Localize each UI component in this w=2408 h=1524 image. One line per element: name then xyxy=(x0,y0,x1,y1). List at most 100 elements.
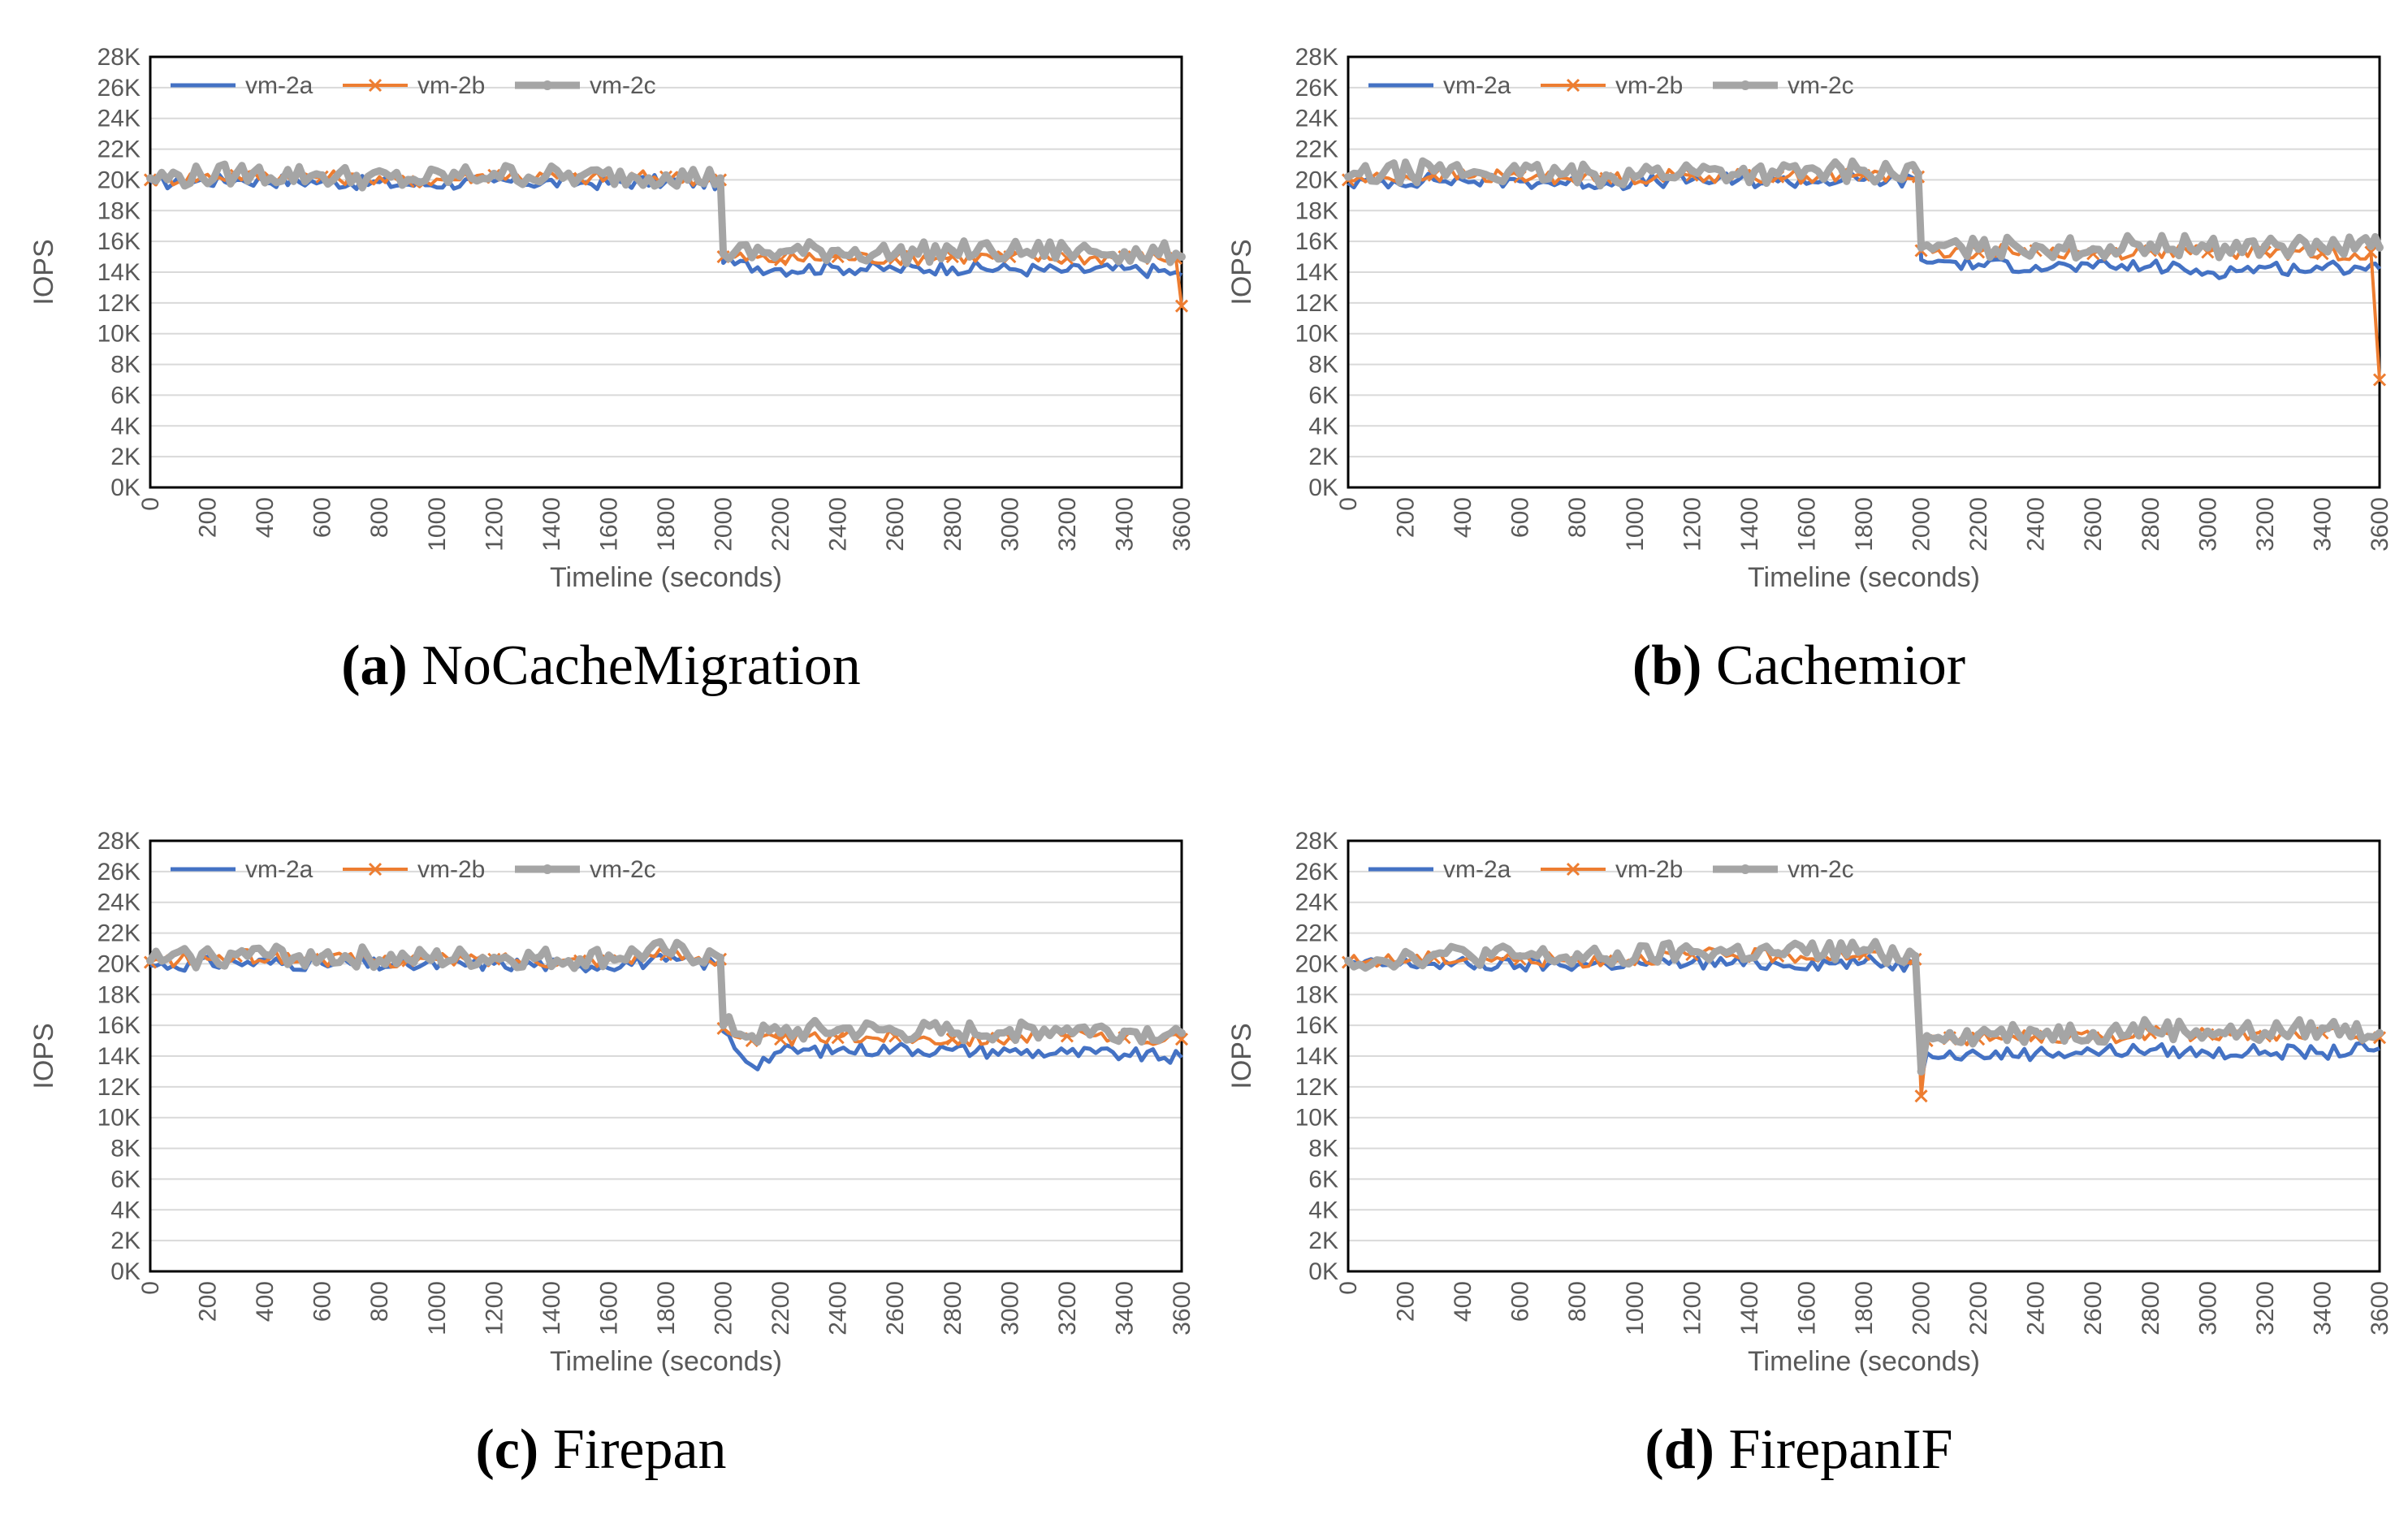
x-tick-label: 3000 xyxy=(996,1281,1023,1336)
x-tick-label: 3200 xyxy=(2252,1281,2279,1336)
data-point-vm-2c xyxy=(231,169,240,178)
y-tick-label: 8K xyxy=(1308,352,1338,379)
data-point-vm-2c xyxy=(833,246,842,255)
y-tick-label: 20K xyxy=(97,950,141,977)
x-tick-label: 200 xyxy=(1393,497,1420,538)
x-tick-label: 2000 xyxy=(1909,1281,1935,1336)
y-tick-label: 20K xyxy=(1295,167,1338,193)
legend-marker xyxy=(1740,80,1750,90)
data-point-vm-2c xyxy=(318,951,326,960)
x-tick-label: 3600 xyxy=(1169,497,1194,552)
x-tick-label: 1000 xyxy=(1622,1281,1649,1336)
data-point-vm-2c xyxy=(146,956,154,965)
chart-d-svg: 0K 2K 4K 6K 8K 10K 12K 14K 16K 18K 20K 22K 24K 26K 28K… xyxy=(1226,828,2392,1377)
data-point-vm-2c xyxy=(776,1028,785,1037)
y-tick-label: 12K xyxy=(97,290,141,317)
y-tick-label: 10K xyxy=(97,321,141,348)
data-point-vm-2c xyxy=(1917,1067,1926,1076)
chart-c-svg: 0K 2K 4K 6K 8K 10K 12K 14K 16K 18K 20K 22K 24K 26K 28K… xyxy=(28,828,1194,1377)
data-point-vm-2c xyxy=(891,249,900,258)
x-tick-label: 1200 xyxy=(1679,497,1705,552)
data-point-vm-2c xyxy=(1344,172,1352,181)
x-tick-label: 1600 xyxy=(595,497,622,552)
x-tick-label: 1600 xyxy=(1793,497,1820,552)
y-tick-label: 8K xyxy=(110,1136,141,1162)
x-tick-label: 1400 xyxy=(538,1281,565,1336)
y-tick-label: 18K xyxy=(97,197,141,224)
y-tick-label: 8K xyxy=(110,352,141,379)
data-point-vm-2c xyxy=(662,171,670,180)
series-line-vm-2c xyxy=(147,937,1184,1046)
x-tick-label: 3400 xyxy=(1111,1281,1138,1336)
data-point-vm-2c xyxy=(1774,949,1783,958)
data-point-vm-2c xyxy=(948,246,957,255)
x-axis-title: Timeline (seconds) xyxy=(550,1346,782,1377)
x-tick-label: 600 xyxy=(1507,497,1534,538)
plot-area-border xyxy=(1347,55,2381,489)
y-tick-label: 6K xyxy=(1308,382,1338,409)
y-tick-label: 16K xyxy=(97,1012,141,1039)
data-point-vm-2b xyxy=(1914,1089,1928,1103)
data-point-vm-2c xyxy=(2318,1024,2327,1033)
data-point-vm-2c xyxy=(1062,246,1071,255)
y-tick-label: 26K xyxy=(1295,859,1338,885)
y-tick-label: 4K xyxy=(1308,1197,1338,1223)
x-tick-label: 3200 xyxy=(1054,1281,1081,1336)
data-point-vm-2c xyxy=(719,249,728,258)
x-tick-label: 200 xyxy=(1393,1281,1420,1322)
legend-label: vm-2c xyxy=(1788,72,1854,99)
x-tick-label: 400 xyxy=(1450,497,1476,538)
y-axis-title: IOPS xyxy=(28,1023,59,1089)
data-point-vm-2c xyxy=(833,1025,842,1034)
legend-marker xyxy=(543,864,552,874)
data-point-vm-2c xyxy=(1911,951,1920,960)
data-point-vm-2c xyxy=(2203,243,2212,252)
y-tick-label: 0K xyxy=(110,474,141,501)
chart-d-caption-name: FirepanIF xyxy=(1728,1418,1953,1481)
y-tick-label: 24K xyxy=(1295,106,1338,132)
x-tick-label: 1200 xyxy=(481,1281,508,1336)
series-line-vm-2a xyxy=(1347,954,2380,1081)
chart-a-caption-letter: (a) xyxy=(341,634,408,697)
data-point-vm-2b xyxy=(2364,245,2378,259)
x-tick-label: 3400 xyxy=(2309,1281,2336,1336)
x-tick-label: 2600 xyxy=(882,497,909,552)
y-tick-label: 6K xyxy=(110,1166,141,1193)
y-tick-label: 0K xyxy=(110,1258,141,1285)
x-tick-label: 800 xyxy=(1564,497,1591,538)
data-point-vm-2c xyxy=(1602,955,1610,963)
y-tick-label: 6K xyxy=(1308,1166,1338,1193)
x-tick-label: 1400 xyxy=(1736,1281,1763,1336)
x-tick-label: 3600 xyxy=(1169,1281,1194,1336)
data-point-vm-2c xyxy=(1429,167,1438,175)
x-tick-label: 2200 xyxy=(1965,1281,1992,1336)
x-axis-title: Timeline (seconds) xyxy=(1748,1346,1980,1377)
y-tick-label: 6K xyxy=(110,382,141,409)
data-point-vm-2c xyxy=(2031,241,2040,250)
legend-label: vm-2a xyxy=(245,72,313,99)
data-point-vm-2c xyxy=(2203,1027,2212,1036)
y-tick-label: 22K xyxy=(1295,920,1338,947)
x-tick-label: 2600 xyxy=(2080,1281,2107,1336)
x-tick-label: 1800 xyxy=(653,497,680,552)
data-point-vm-2c xyxy=(1120,1027,1129,1036)
x-tick-label: 2400 xyxy=(825,1281,852,1336)
y-tick-label: 22K xyxy=(97,920,141,947)
data-point-vm-2c xyxy=(747,1032,756,1041)
data-point-vm-2c xyxy=(404,955,413,963)
data-point-vm-2b xyxy=(774,1033,788,1046)
data-point-vm-2c xyxy=(2260,1028,2269,1037)
y-tick-label: 14K xyxy=(1295,1043,1338,1070)
data-point-vm-2c xyxy=(1429,950,1438,959)
x-tick-label: 1000 xyxy=(1622,497,1649,552)
series-line-vm-2b xyxy=(149,169,1183,306)
x-tick-label: 200 xyxy=(195,1281,222,1322)
y-tick-label: 18K xyxy=(1295,981,1338,1008)
data-point-vm-2b xyxy=(2372,373,2387,387)
x-tick-label: 400 xyxy=(1450,1281,1476,1322)
y-axis-title: IOPS xyxy=(28,239,59,305)
y-tick-label: 28K xyxy=(1295,44,1338,71)
data-point-vm-2b xyxy=(1174,299,1189,313)
x-tick-label: 0 xyxy=(137,1281,164,1295)
series-line-vm-2a xyxy=(149,172,1183,279)
